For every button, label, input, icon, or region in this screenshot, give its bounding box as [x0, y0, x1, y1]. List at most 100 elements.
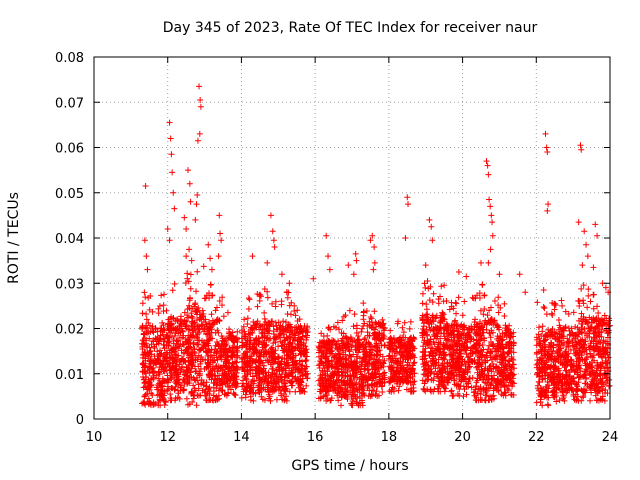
data-point [328, 395, 335, 402]
data-point [595, 310, 602, 317]
data-point [249, 373, 256, 380]
data-point [157, 347, 164, 354]
data-point [220, 338, 227, 345]
data-point [540, 303, 547, 310]
data-point [202, 318, 209, 325]
data-point [404, 194, 411, 201]
data-point [262, 343, 269, 350]
data-point [437, 293, 444, 300]
data-point [281, 396, 288, 403]
data-point [249, 358, 256, 365]
data-point [231, 335, 238, 342]
data-point [214, 316, 221, 323]
data-point [196, 130, 203, 137]
data-point [183, 395, 190, 402]
data-point [170, 315, 177, 322]
data-point [282, 386, 289, 393]
data-point [184, 167, 191, 174]
data-point [533, 399, 540, 406]
data-point [479, 281, 486, 288]
data-point [334, 319, 341, 326]
data-point [215, 342, 222, 349]
data-point [552, 300, 559, 307]
data-point [278, 301, 285, 308]
y-tick-label: 0.02 [55, 323, 84, 338]
data-point [199, 313, 206, 320]
data-point [303, 357, 310, 364]
data-point [155, 402, 162, 409]
x-axis-label: GPS time / hours [291, 458, 408, 474]
data-point [371, 308, 378, 315]
data-point [215, 387, 222, 394]
data-point [324, 339, 331, 346]
data-point [194, 323, 201, 330]
data-point [303, 332, 310, 339]
data-point [261, 378, 268, 385]
data-point [323, 383, 330, 390]
data-point [319, 352, 326, 359]
data-point [179, 327, 186, 334]
data-point [181, 214, 188, 221]
data-point [169, 385, 176, 392]
data-point [232, 384, 239, 391]
data-point [330, 337, 337, 344]
data-point [271, 244, 278, 251]
data-point [190, 395, 197, 402]
data-point [578, 146, 585, 153]
data-point [155, 310, 162, 317]
data-point [271, 355, 278, 362]
data-point [141, 289, 148, 296]
data-point [181, 380, 188, 387]
data-point [155, 391, 162, 398]
data-point [318, 354, 325, 361]
data-point [555, 316, 562, 323]
data-point [202, 323, 209, 330]
data-point [186, 305, 193, 312]
data-point [164, 225, 171, 232]
data-point [289, 369, 296, 376]
data-point [212, 363, 219, 370]
data-point [166, 237, 173, 244]
data-point [184, 312, 191, 319]
data-point [141, 400, 148, 407]
data-point [187, 198, 194, 205]
data-point [161, 291, 168, 298]
data-point [263, 372, 270, 379]
data-point [240, 354, 247, 361]
data-point [209, 292, 216, 299]
data-point [264, 294, 271, 301]
data-point [265, 319, 272, 326]
data-point [182, 280, 189, 287]
data-point [407, 318, 414, 325]
data-point [310, 275, 317, 282]
data-point [241, 368, 248, 375]
data-point [200, 263, 207, 270]
data-point [264, 384, 271, 391]
data-point [250, 397, 257, 404]
data-point [167, 322, 174, 329]
data-point [185, 366, 192, 373]
data-point [295, 366, 302, 373]
data-point [248, 353, 255, 360]
data-point [245, 330, 252, 337]
data-point [188, 365, 195, 372]
data-point [291, 308, 298, 315]
data-point [243, 348, 250, 355]
data-point [540, 287, 547, 294]
data-point [195, 304, 202, 311]
data-point [255, 338, 262, 345]
data-point [140, 361, 147, 368]
data-point [261, 397, 268, 404]
data-point [187, 271, 194, 278]
data-point [215, 253, 222, 260]
data-point [273, 379, 280, 386]
data-point [186, 401, 193, 408]
y-tick-label: 0.08 [55, 51, 84, 66]
data-point [272, 358, 279, 365]
data-point [463, 391, 470, 398]
data-point [544, 149, 551, 156]
data-point [209, 397, 216, 404]
data-point [325, 325, 332, 332]
data-point [360, 308, 367, 315]
data-point [303, 353, 310, 360]
